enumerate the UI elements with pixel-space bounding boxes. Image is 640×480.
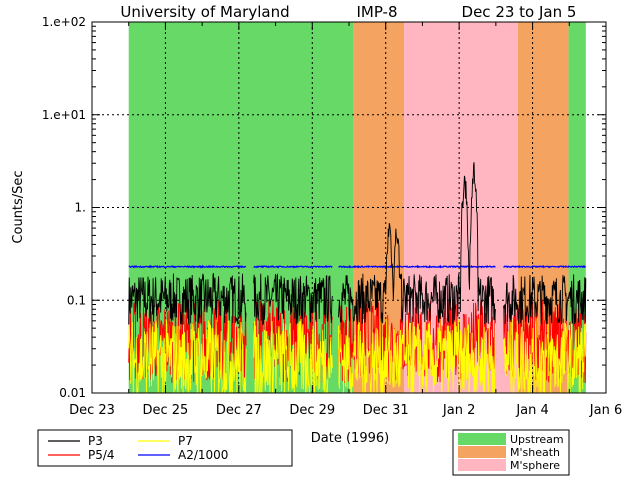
series-lines (128, 162, 587, 394)
axis-ticks: 1.e+02 1.e+01 1. 0.1 0.01 Dec 23 Dec 25 Dec 27 D… (42, 15, 622, 418)
y-tick-label-0: 1.e+02 (42, 15, 86, 29)
legend-label-p5-4: P5/4 (88, 448, 115, 462)
series-legend: P3 P5/4 P7 A2/1000 (37, 429, 293, 467)
chart-title-institution: University of Maryland (120, 3, 289, 21)
series-line-p3 (128, 162, 587, 325)
legend-label-p7: P7 (178, 434, 193, 448)
x-tick-label-1: Dec 25 (143, 403, 189, 418)
chart-title-date-range: Dec 23 to Jan 5 (462, 3, 577, 21)
legend-label-p3: P3 (88, 434, 103, 448)
region-legend-swatch-msphere (458, 459, 506, 471)
region-legend-label-msphere: M'sphere (510, 459, 560, 472)
series-line-p5-4 (128, 298, 587, 384)
series-line-a2-1000 (128, 264, 586, 269)
y-tick-label-1: 1.e+01 (42, 108, 86, 122)
x-tick-label-2: Dec 27 (216, 403, 262, 418)
y-tick-label-2: 1. (75, 201, 86, 215)
x-tick-label-4: Dec 31 (363, 403, 409, 418)
x-tick-label-3: Dec 29 (289, 403, 335, 418)
y-axis-label: Counts/Sec (11, 170, 26, 243)
y-tick-label-4: 0.01 (59, 386, 86, 400)
series-line-p7 (128, 318, 587, 394)
region-legend: Upstream M'sheath M'sphere (452, 429, 570, 476)
x-tick-label-7: Jan 6 (589, 403, 622, 418)
y-tick-label-3: 0.1 (67, 293, 86, 307)
chart-title-spacecraft: IMP-8 (356, 3, 397, 21)
x-axis-label: Date (1996) (311, 431, 389, 446)
x-tick-label-0: Dec 23 (69, 403, 115, 418)
x-tick-label-5: Jan 2 (442, 403, 475, 418)
region-legend-swatch-msheath (458, 446, 506, 458)
region-legend-swatch-upstream (458, 433, 506, 445)
region-legend-label-msheath: M'sheath (510, 446, 560, 459)
grid-lines (92, 22, 606, 393)
legend-label-a2-1000: A2/1000 (178, 448, 228, 462)
x-tick-label-6: Jan 4 (515, 403, 548, 418)
region-legend-label-upstream: Upstream (510, 433, 564, 446)
series-legend-box (37, 429, 293, 467)
